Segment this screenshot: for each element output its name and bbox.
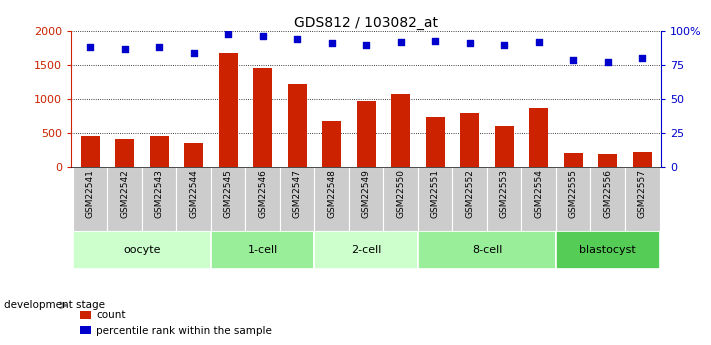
Text: GSM22555: GSM22555 xyxy=(569,169,578,218)
Text: blastocyst: blastocyst xyxy=(579,245,636,255)
Text: development stage: development stage xyxy=(4,300,105,310)
Text: GSM22549: GSM22549 xyxy=(362,169,370,218)
Point xyxy=(292,37,303,42)
Point xyxy=(154,45,165,50)
Text: GSM22545: GSM22545 xyxy=(224,169,232,218)
Legend: count, percentile rank within the sample: count, percentile rank within the sample xyxy=(76,306,276,340)
Text: GSM22550: GSM22550 xyxy=(396,169,405,218)
Point xyxy=(395,39,407,45)
Bar xyxy=(107,167,142,230)
Bar xyxy=(521,167,556,230)
Text: GSM22542: GSM22542 xyxy=(120,169,129,218)
Point xyxy=(85,45,96,50)
Text: GSM22548: GSM22548 xyxy=(327,169,336,218)
Bar xyxy=(633,152,652,167)
Bar xyxy=(211,230,314,269)
Bar xyxy=(495,126,513,167)
Bar xyxy=(184,143,203,167)
Bar xyxy=(590,167,625,230)
Bar xyxy=(253,68,272,167)
Text: GSM22541: GSM22541 xyxy=(85,169,95,218)
Bar xyxy=(556,167,590,230)
Bar xyxy=(556,230,660,269)
Point xyxy=(464,40,476,46)
Text: 8-cell: 8-cell xyxy=(472,245,502,255)
Text: GSM22553: GSM22553 xyxy=(500,169,508,218)
Text: GSM22554: GSM22554 xyxy=(534,169,543,218)
Text: GSM22557: GSM22557 xyxy=(638,169,647,218)
Point xyxy=(119,46,130,51)
Bar xyxy=(349,167,383,230)
Bar xyxy=(211,167,245,230)
Text: GSM22543: GSM22543 xyxy=(154,169,164,218)
Point xyxy=(602,60,614,65)
Bar xyxy=(418,167,452,230)
Bar xyxy=(625,167,660,230)
Bar xyxy=(314,167,349,230)
Point xyxy=(429,38,441,43)
Text: GSM22547: GSM22547 xyxy=(293,169,301,218)
Bar xyxy=(322,121,341,167)
Bar xyxy=(487,167,521,230)
Bar xyxy=(73,167,107,230)
Bar xyxy=(73,230,211,269)
Bar xyxy=(245,167,280,230)
Point xyxy=(636,56,648,61)
Bar xyxy=(426,117,444,167)
Bar xyxy=(149,136,169,167)
Point xyxy=(567,57,579,62)
Bar xyxy=(598,155,617,167)
Bar xyxy=(452,167,487,230)
Bar xyxy=(142,167,176,230)
Point xyxy=(360,42,372,47)
Point xyxy=(223,31,234,37)
Text: GSM22546: GSM22546 xyxy=(258,169,267,218)
Text: GSM22551: GSM22551 xyxy=(431,169,439,218)
Bar xyxy=(280,167,314,230)
Bar xyxy=(383,167,418,230)
Bar xyxy=(529,108,548,167)
Bar xyxy=(418,230,556,269)
Bar xyxy=(460,113,479,167)
Point xyxy=(188,50,199,56)
Bar xyxy=(219,53,237,167)
Bar xyxy=(564,153,583,167)
Bar xyxy=(391,93,410,167)
Point xyxy=(257,34,268,39)
Text: 2-cell: 2-cell xyxy=(351,245,381,255)
Title: GDS812 / 103082_at: GDS812 / 103082_at xyxy=(294,16,438,30)
Bar xyxy=(314,230,418,269)
Point xyxy=(533,39,545,45)
Text: GSM22556: GSM22556 xyxy=(603,169,612,218)
Point xyxy=(498,42,510,47)
Point xyxy=(326,40,337,46)
Bar xyxy=(357,101,375,167)
Bar xyxy=(288,84,306,167)
Bar xyxy=(80,136,100,167)
Bar xyxy=(176,167,211,230)
Bar xyxy=(115,138,134,167)
Text: GSM22552: GSM22552 xyxy=(465,169,474,218)
Text: 1-cell: 1-cell xyxy=(247,245,278,255)
Text: oocyte: oocyte xyxy=(123,245,161,255)
Text: GSM22544: GSM22544 xyxy=(189,169,198,218)
